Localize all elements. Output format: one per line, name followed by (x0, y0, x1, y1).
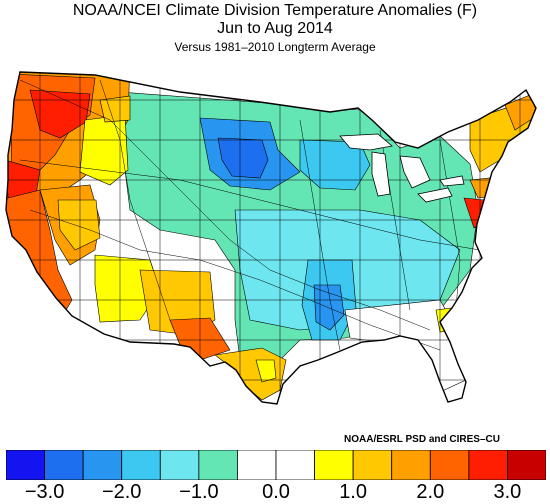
scale-cell (159, 450, 200, 480)
scale-cell (391, 450, 431, 480)
scale-tick-label: 1.0 (339, 481, 367, 503)
scale-cell (44, 450, 84, 480)
scale-cell (198, 450, 238, 480)
scale-cell (275, 450, 315, 480)
scale-tick-label: −3.0 (24, 481, 65, 503)
scale-cell (468, 450, 508, 480)
scale-cell (314, 450, 354, 480)
map-title: NOAA/NCEI Climate Division Temperature A… (72, 2, 478, 19)
scale-cell (507, 450, 546, 480)
data-credit: NOAA/ESRL PSD and CIRES–CU (344, 434, 500, 445)
scale-tick-label: 2.0 (416, 481, 445, 503)
scale-tick-label: 0.0 (262, 481, 290, 503)
color-scale-bar (6, 450, 546, 480)
scale-cell (429, 450, 470, 480)
scale-cell (352, 450, 393, 480)
scale-tick-label: −1.0 (179, 481, 219, 503)
map-subtitle: Versus 1981–2010 Longterm Average (174, 40, 376, 54)
scale-cell (121, 450, 161, 480)
scale-cell (237, 450, 277, 480)
scale-cell (6, 450, 45, 480)
us-anomaly-map (5, 71, 537, 405)
scale-cell (82, 450, 123, 480)
scale-tick-label: 3.0 (493, 481, 522, 503)
scale-tick-label: −2.0 (101, 481, 142, 503)
map-period: Jun to Aug 2014 (217, 20, 333, 37)
